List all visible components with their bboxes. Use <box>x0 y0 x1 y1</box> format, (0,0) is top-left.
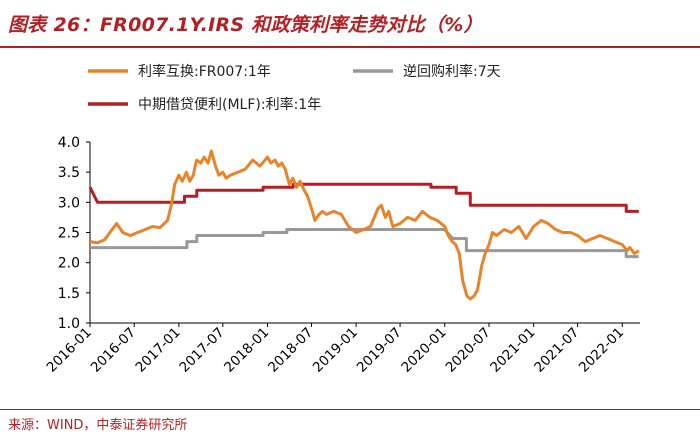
x-tick-label: 2017-01 <box>133 325 184 376</box>
source-note: 来源：WIND，中泰证券研究所 <box>8 418 188 433</box>
x-tick-label: 2021-07 <box>531 325 582 376</box>
y-tick-label: 2.5 <box>58 226 80 242</box>
x-tick-label: 2017-07 <box>176 325 227 376</box>
x-tick-label: 2020-01 <box>398 325 449 376</box>
y-tick-label: 4.0 <box>58 135 80 151</box>
x-tick-label: 2018-07 <box>265 325 316 376</box>
series-line-3 <box>88 182 639 213</box>
chart-title: 图表 26：FR007.1Y.IRS 和政策利率走势对比（%） <box>8 14 483 36</box>
x-tick-label: 2018-01 <box>221 325 272 376</box>
y-tick-label: 1.5 <box>58 286 80 302</box>
legend-label-2: 逆回购利率:7天 <box>403 63 501 80</box>
series-line-1 <box>89 149 640 301</box>
y-tick-label: 1.0 <box>58 316 80 332</box>
series-line-2 <box>90 228 639 259</box>
x-tick-label: 2019-07 <box>354 325 405 376</box>
x-tick-label: 2019-01 <box>310 325 361 376</box>
y-tick-label: 2.0 <box>58 256 80 272</box>
y-tick-label: 3.5 <box>58 165 80 181</box>
legend-label-1: 利率互换:FR007:1年 <box>138 63 271 80</box>
y-tick-label: 3.0 <box>58 195 80 211</box>
series-group <box>88 149 640 301</box>
x-tick-label: 2016-07 <box>88 325 139 376</box>
axes: 1.01.52.02.53.03.54.02016-012016-072017-… <box>44 135 640 376</box>
legend-label-3: 中期借贷便利(MLF):利率:1年 <box>138 96 321 113</box>
x-tick-label: 2022-01 <box>576 325 627 376</box>
title-divider <box>0 46 700 48</box>
source-divider <box>0 409 700 410</box>
x-tick-label: 2016-01 <box>44 325 95 376</box>
x-tick-label: 2021-01 <box>487 325 538 376</box>
x-tick-label: 2020-07 <box>443 325 494 376</box>
